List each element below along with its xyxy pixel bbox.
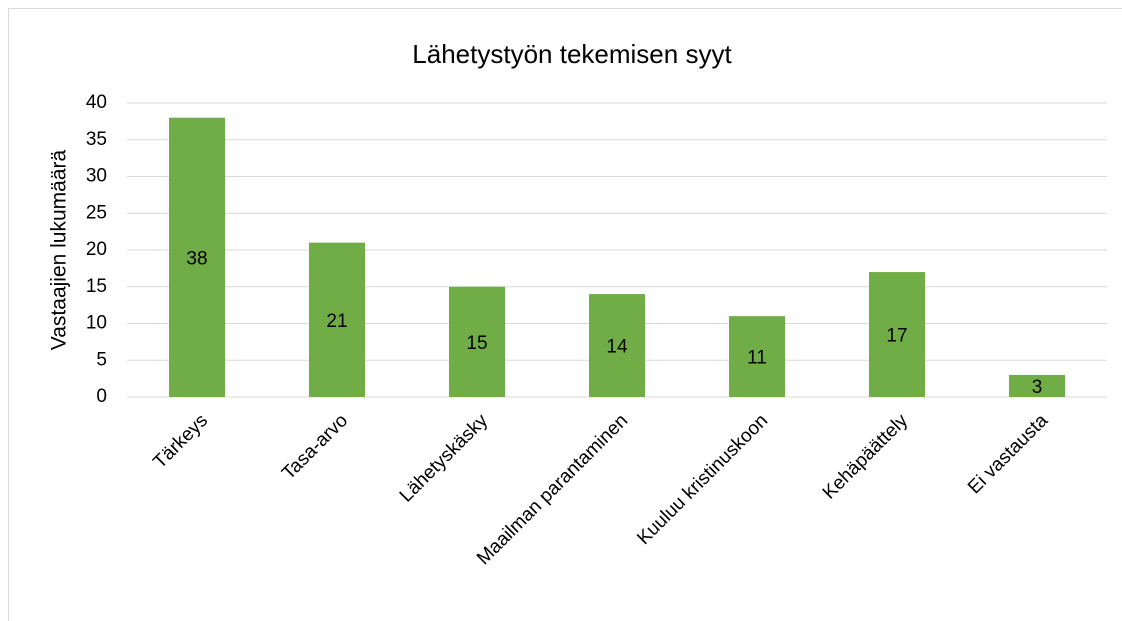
y-tick-label: 0 xyxy=(96,386,107,407)
bar xyxy=(589,294,645,397)
data-label: 21 xyxy=(326,311,347,332)
y-tick-label: 5 xyxy=(96,349,107,370)
y-tick-label: 35 xyxy=(86,129,107,150)
bar xyxy=(309,242,365,397)
data-label: 17 xyxy=(886,326,907,347)
y-tick-label: 10 xyxy=(86,313,107,334)
y-tick-label: 30 xyxy=(86,166,107,187)
y-tick-label: 40 xyxy=(86,92,107,113)
bar xyxy=(449,286,505,397)
bar xyxy=(169,117,225,397)
data-label: 15 xyxy=(466,333,487,354)
data-label: 14 xyxy=(606,337,628,358)
bar xyxy=(729,316,785,397)
chart-title: Lähetystyön tekemisen syyt xyxy=(412,39,732,69)
bar xyxy=(1009,374,1065,397)
data-label: 38 xyxy=(186,248,207,269)
y-axis-label: Vastaajien lukumäärä xyxy=(48,149,71,350)
data-label: 11 xyxy=(747,348,767,369)
y-tick-label: 15 xyxy=(86,276,107,297)
y-tick-label: 25 xyxy=(86,202,107,223)
y-tick-label: 20 xyxy=(86,239,107,260)
bar xyxy=(869,272,925,397)
data-label: 3 xyxy=(1032,377,1043,398)
